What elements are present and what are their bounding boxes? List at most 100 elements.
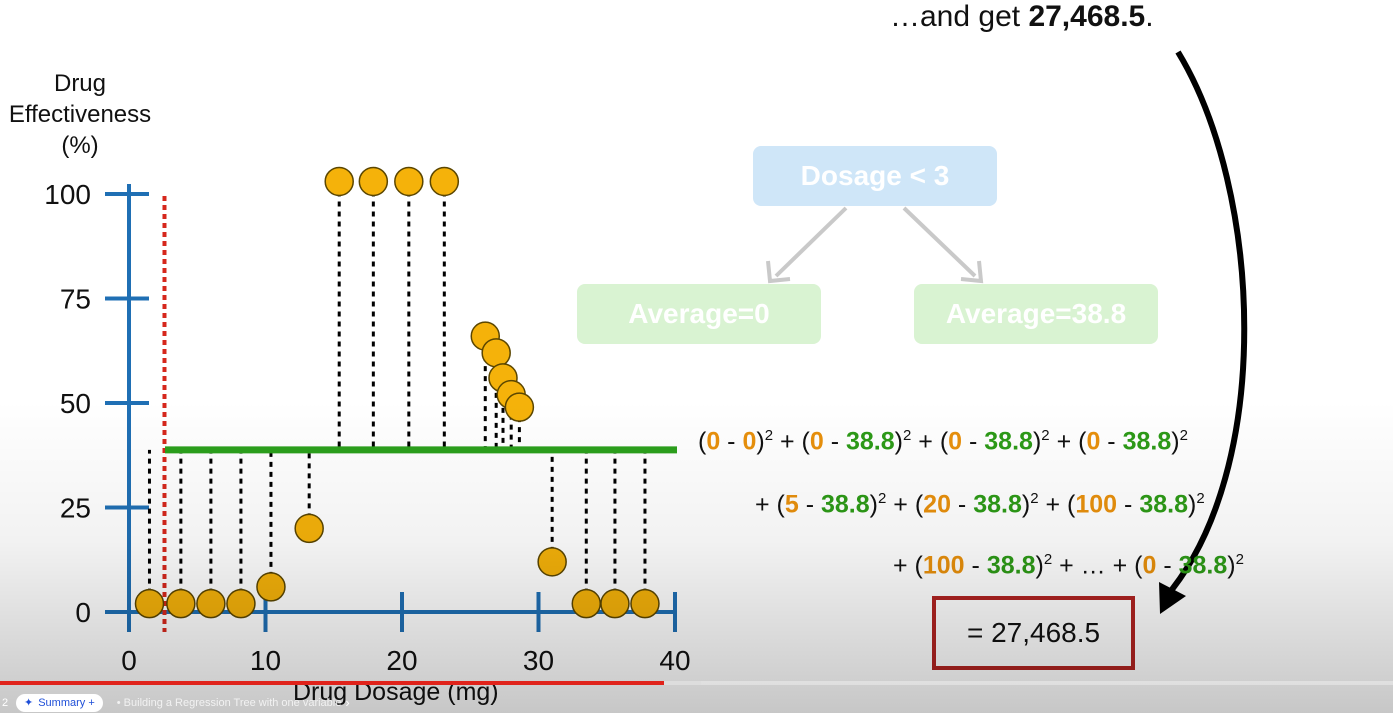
equation-token: ): [1021, 490, 1031, 519]
x-tick-label: 20: [386, 645, 417, 676]
equation-token: + (: [1049, 427, 1087, 456]
x-tick-label: 30: [523, 645, 554, 676]
equation-token: 0: [706, 427, 721, 456]
equation-token: -: [720, 427, 743, 456]
data-point: [600, 588, 630, 619]
equation-token: 5: [784, 490, 799, 519]
tree-arrow-left: [774, 206, 848, 278]
equation-token: + (: [773, 427, 810, 456]
equation-token: -: [964, 551, 987, 580]
equation-token: + (: [893, 551, 923, 580]
curved-arrow-head: [1159, 582, 1186, 614]
summary-label: Summary +: [38, 696, 95, 709]
equation-token: 0: [809, 427, 824, 456]
equation-token: 100: [1075, 490, 1118, 519]
equation-token: + (: [886, 490, 924, 519]
equation-token: + (: [755, 490, 785, 519]
y-tick-label: 25: [60, 493, 91, 524]
tree-arrow-right: [902, 206, 977, 278]
curved-arrow-icon: [1162, 50, 1248, 600]
chevron-right-icon[interactable]: ›: [345, 695, 350, 710]
y-axis-title-line: Effectiveness: [8, 101, 152, 128]
data-point: [394, 166, 424, 197]
y-axis-title-line: Drug: [53, 70, 107, 97]
data-point: [134, 588, 165, 619]
equation-exponent: 2: [1196, 490, 1205, 507]
data-point: [429, 166, 460, 197]
x-tick-label: 0: [121, 645, 137, 676]
equation-token: 38.8: [1178, 551, 1228, 580]
equation-token: -: [962, 427, 985, 456]
data-point: [537, 547, 567, 577]
equation-token: + (: [911, 427, 949, 456]
equation-token: 38.8: [845, 427, 895, 456]
progress-buffered: [664, 681, 701, 685]
equation-token: 20: [923, 490, 951, 519]
y-axis-title-line: (%): [61, 132, 99, 159]
chart-axes: [105, 184, 677, 632]
equation-token: -: [823, 427, 846, 456]
summary-button[interactable]: ✦ Summary +: [16, 693, 103, 712]
tree-arrow-left-head: [766, 260, 791, 284]
tree-node-root: Dosage < 3: [753, 146, 997, 206]
equation-token: ): [869, 490, 878, 519]
equation-exponent: 2: [878, 490, 887, 507]
tree-node-left: Average=0: [577, 284, 821, 344]
result-box: = 27,468.5: [932, 596, 1135, 670]
data-point: [166, 588, 196, 619]
equation-line-3: + (100 - 38.8)2 + … + (0 - 38.8)2: [893, 551, 1244, 580]
data-point: [196, 588, 226, 619]
sparkle-icon: ✦: [24, 697, 34, 709]
equation-token: ): [1187, 490, 1197, 519]
data-point: [324, 166, 354, 197]
equation-token: 38.8: [1122, 427, 1172, 456]
equation-token: ): [1035, 551, 1044, 580]
equation-token: 38.8: [1139, 490, 1188, 519]
reference-lines: [162, 196, 677, 632]
equation-token: + … + (: [1052, 551, 1143, 580]
y-tick-label: 100: [44, 179, 91, 210]
equation-exponent: 2: [764, 427, 774, 444]
data-point: [504, 392, 535, 422]
progress-bar[interactable]: [0, 681, 1393, 685]
data-point: [571, 588, 602, 619]
equation-token: 0: [948, 427, 963, 456]
tree-arrow-right-head: [960, 260, 984, 284]
equation-token: 0: [742, 427, 757, 456]
equation-token: -: [1100, 427, 1123, 456]
player-controls: 2 ✦ Summary + • Building a Regression Tr…: [0, 692, 1393, 713]
data-point: [294, 513, 324, 544]
equation-token: + (: [1038, 490, 1076, 519]
equation-exponent: 2: [1041, 427, 1050, 444]
equation-token: 38.8: [973, 490, 1022, 519]
equation-token: 38.8: [984, 427, 1033, 456]
equation-token: 38.8: [821, 490, 870, 519]
equation-line-2: + (5 - 38.8)2 + (20 - 38.8)2 + (100 - 38…: [755, 490, 1205, 519]
data-points: [134, 166, 660, 619]
data-point: [226, 588, 256, 619]
equation-line-1: (0 - 0)2 + (0 - 38.8)2 + (0 - 38.8)2 + (…: [698, 427, 1188, 456]
equation-token: -: [798, 490, 821, 519]
data-point: [358, 166, 389, 197]
equation-exponent: 2: [902, 427, 912, 444]
equation-token: 38.8: [986, 551, 1036, 580]
equation-exponent: 2: [1043, 551, 1053, 568]
equation-token: 0: [1086, 427, 1101, 456]
equation-exponent: 2: [1030, 490, 1039, 507]
equation-token: ): [894, 427, 903, 456]
y-axis-title: Drug Effectiveness (%): [0, 68, 180, 161]
equation-token: ): [1227, 551, 1236, 580]
equation-token: ): [1032, 427, 1042, 456]
data-point: [630, 588, 660, 619]
x-tick-label: 10: [250, 645, 281, 676]
chapter-title[interactable]: • Building a Regression Tree with one va…: [116, 696, 342, 709]
data-point: [481, 338, 511, 368]
tree-arrows: [766, 206, 984, 284]
x-tick-label: 40: [659, 645, 690, 676]
chapter-number: 2: [2, 696, 9, 709]
equation-exponent: 2: [1235, 551, 1244, 568]
equation-exponent: 2: [1179, 427, 1188, 444]
tree-node-right: Average=38.8: [914, 284, 1158, 344]
